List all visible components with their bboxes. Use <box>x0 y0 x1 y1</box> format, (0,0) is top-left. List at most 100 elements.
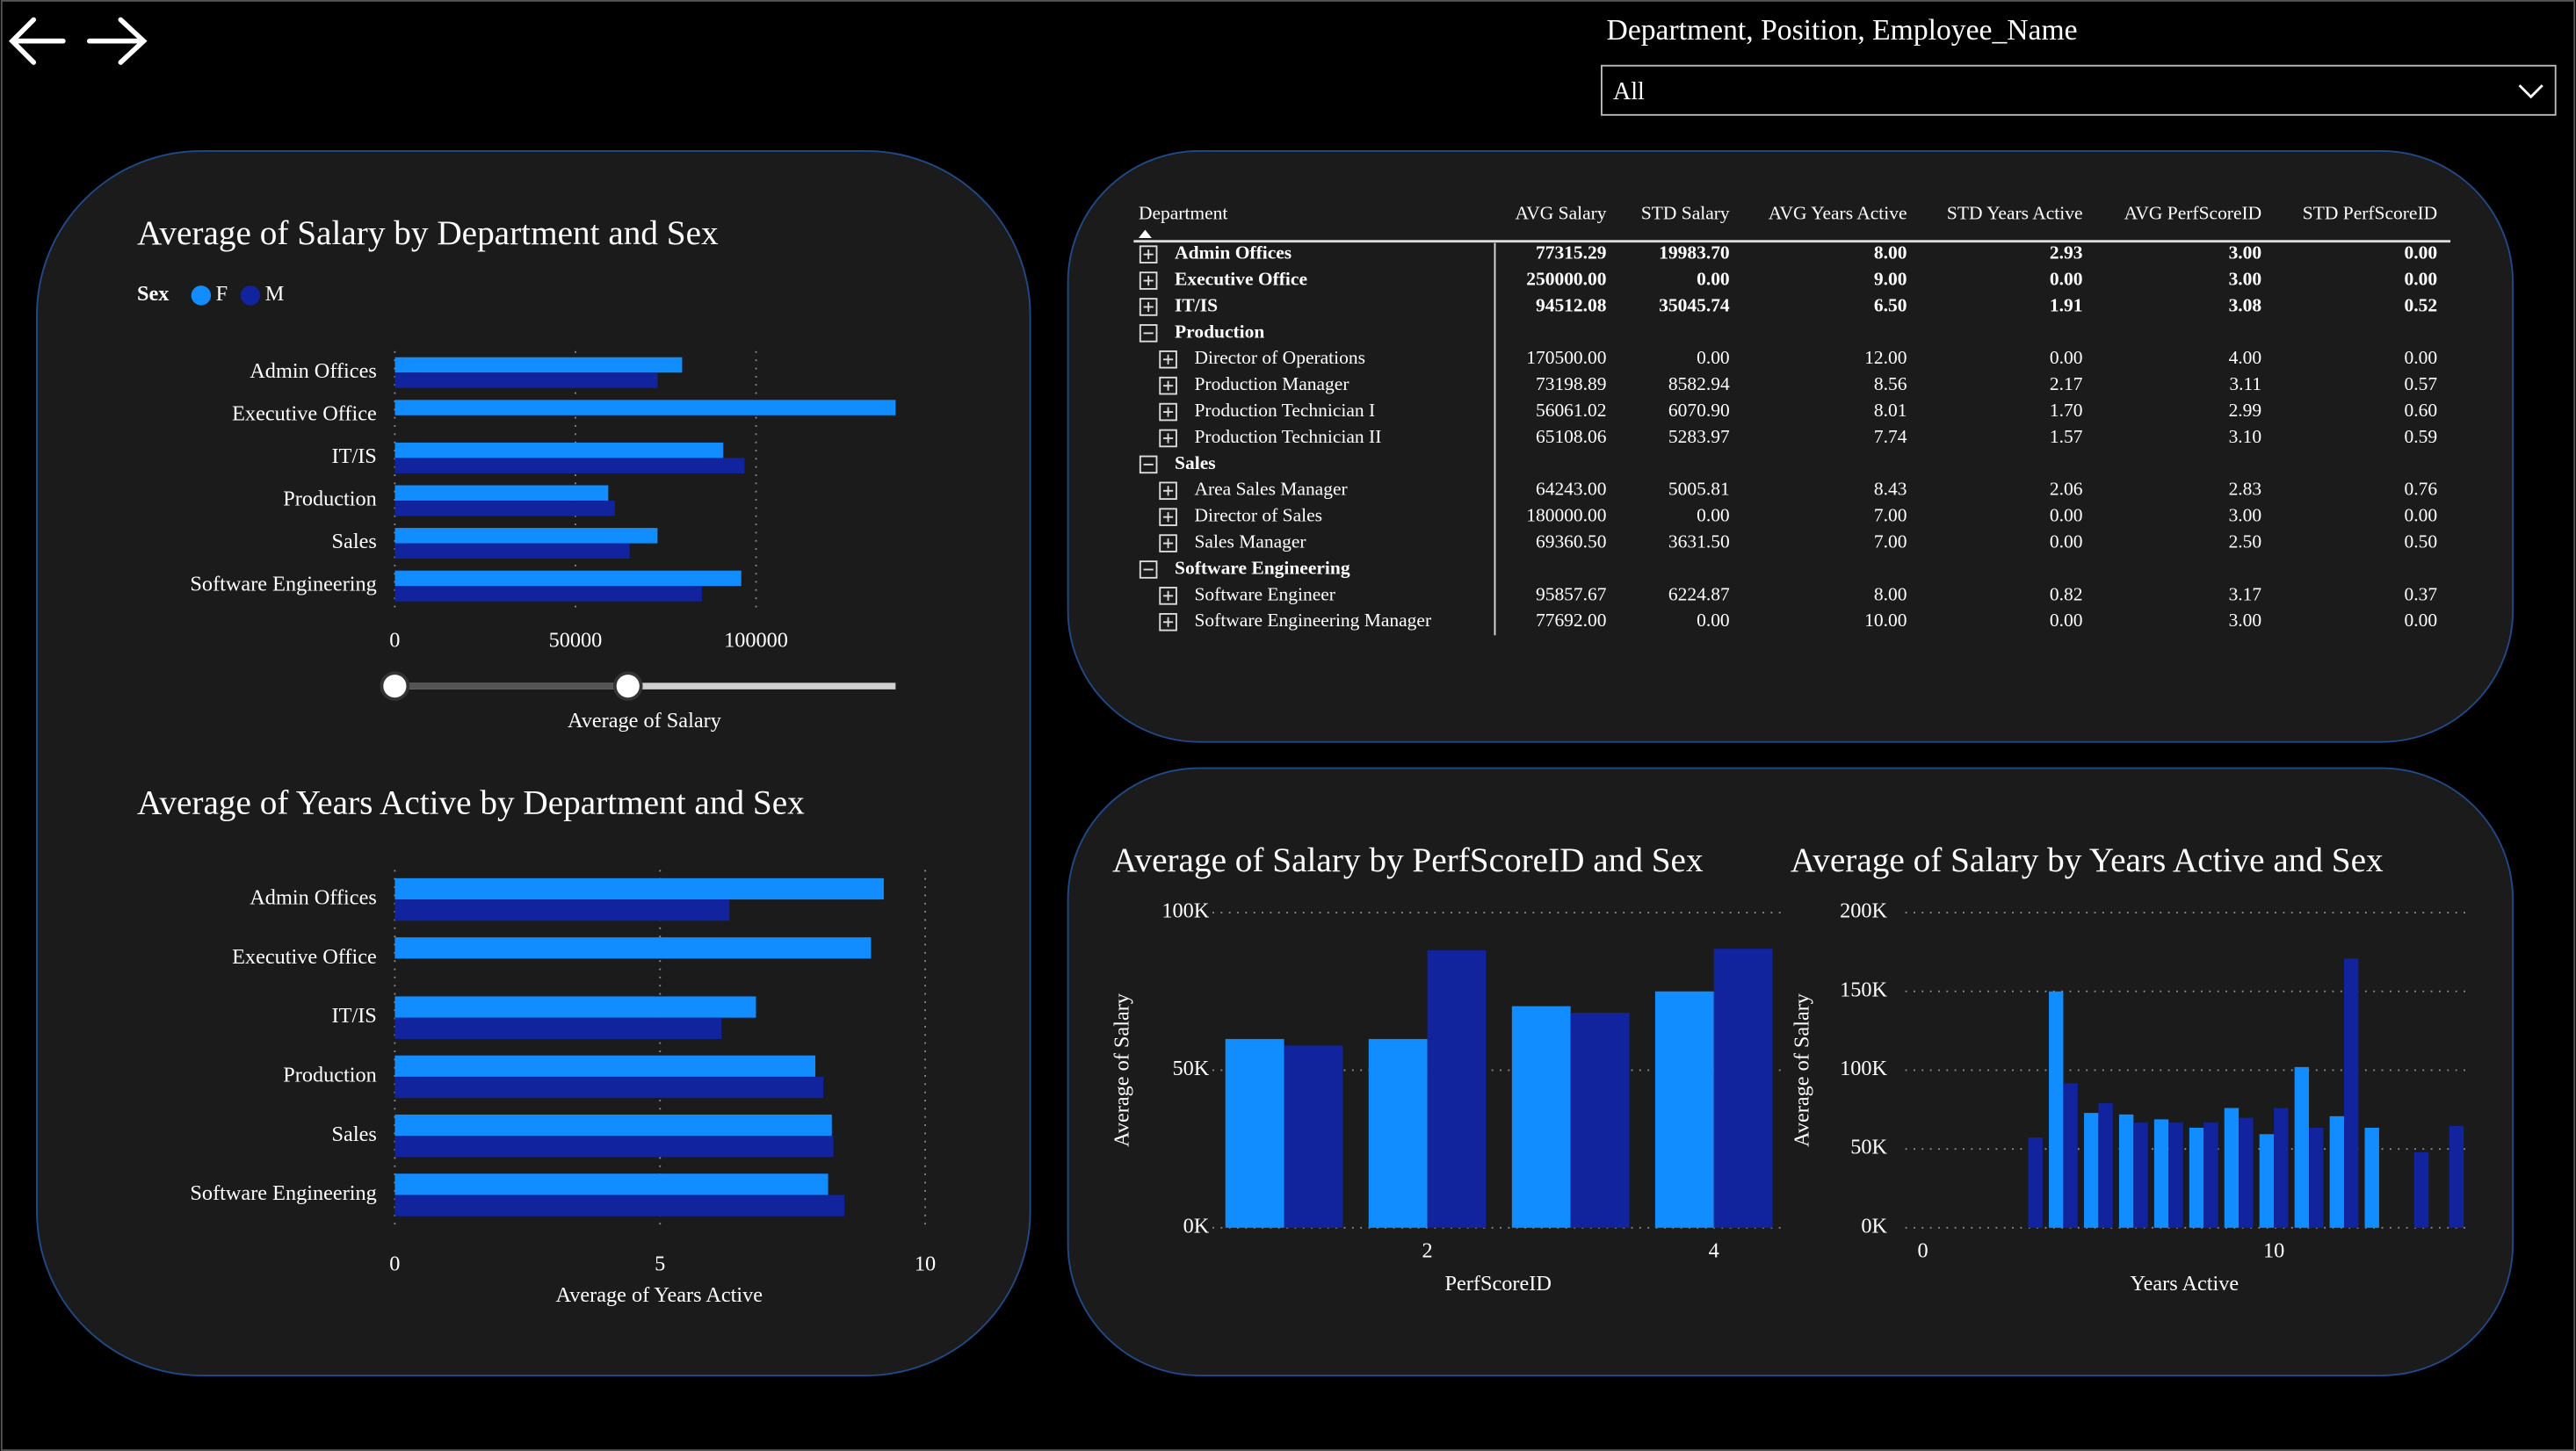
row-label: Production Technician II <box>1194 426 1381 447</box>
column-header: AVG Years Active <box>1769 203 1907 224</box>
bar <box>2028 1137 2043 1228</box>
column-header: AVG PerfScoreID <box>2124 203 2262 224</box>
cell: 3.00 <box>2229 610 2262 631</box>
row-label: Director of Sales <box>1194 505 1322 526</box>
expand-icon[interactable] <box>1139 560 1158 579</box>
slicer-title: Department, Position, Employee_Name <box>1607 14 2078 47</box>
bar <box>394 372 658 388</box>
bar <box>394 899 730 921</box>
row-label: Production <box>1175 321 1264 342</box>
cell: 0.00 <box>2050 531 2083 552</box>
expand-icon[interactable] <box>1159 534 1177 552</box>
cell: 19983.70 <box>1659 242 1730 263</box>
y-tick-label: Executive Office <box>232 945 377 969</box>
forward-button[interactable] <box>86 17 148 65</box>
bar <box>394 1017 722 1039</box>
chart-title: Average of Years Active by Department an… <box>137 784 805 822</box>
x-tick-label: 100000 <box>724 628 788 652</box>
y-tick-label: 0K <box>1861 1214 1887 1238</box>
row-label: Production Manager <box>1194 373 1349 394</box>
expand-icon[interactable] <box>1159 429 1177 448</box>
row-label: IT/IS <box>1175 294 1218 315</box>
bar <box>394 570 742 587</box>
cell: 73198.89 <box>1536 373 1607 394</box>
cell: 5283.97 <box>1668 426 1730 447</box>
expand-icon[interactable] <box>1139 271 1158 290</box>
x-tick-label: 0 <box>389 628 400 652</box>
cell: 0.76 <box>2405 479 2438 500</box>
cell: 4.00 <box>2229 347 2262 368</box>
expand-icon[interactable] <box>1139 245 1158 263</box>
bar <box>2049 991 2064 1228</box>
expand-icon[interactable] <box>1159 481 1177 501</box>
y-tick-label: Software Engineering <box>190 1181 376 1205</box>
cell: 2.99 <box>2229 400 2262 421</box>
cell: 8.00 <box>1874 242 1907 263</box>
cell: 0.00 <box>1697 347 1730 368</box>
cell: 0.50 <box>2405 531 2438 552</box>
bar <box>394 500 615 516</box>
bar <box>394 528 658 544</box>
y-tick-label: 200K <box>1840 899 1887 923</box>
panel <box>1067 149 2514 743</box>
bar <box>2118 1114 2134 1228</box>
expand-icon[interactable] <box>1139 324 1158 343</box>
bar <box>2364 1127 2379 1228</box>
bar <box>394 1173 829 1195</box>
bar <box>394 586 702 602</box>
slicer-chevron[interactable] <box>2518 84 2543 99</box>
bar <box>1570 1013 1630 1228</box>
cell: 0.00 <box>2405 505 2438 526</box>
cell: 3.11 <box>2229 373 2261 394</box>
expand-icon[interactable] <box>1159 587 1177 605</box>
cell: 0.00 <box>1697 610 1730 631</box>
expand-icon[interactable] <box>1159 376 1177 395</box>
bar <box>2063 1083 2078 1228</box>
sort-indicator <box>1138 229 1152 238</box>
cell: 1.91 <box>2050 294 2083 315</box>
cell: 3.00 <box>2229 268 2262 289</box>
bar <box>394 357 683 373</box>
expand-icon[interactable] <box>1139 298 1158 316</box>
bar <box>394 996 756 1018</box>
cell: 170500.00 <box>1526 347 1606 368</box>
bar <box>2189 1127 2204 1228</box>
slider-handle[interactable] <box>612 671 643 701</box>
cell: 0.00 <box>2405 610 2438 631</box>
cell: 56061.02 <box>1536 400 1607 421</box>
cell: 250000.00 <box>1526 268 1606 289</box>
cell: 3.17 <box>2229 583 2262 604</box>
cell: 94512.08 <box>1536 294 1607 315</box>
expand-icon[interactable] <box>1139 455 1158 474</box>
bar <box>394 1195 845 1216</box>
cell: 3631.50 <box>1668 531 1730 552</box>
expand-icon[interactable] <box>1159 402 1177 422</box>
x-axis-title: Average of Years Active <box>555 1283 763 1307</box>
cell: 8.43 <box>1874 479 1907 500</box>
column-header: STD PerfScoreID <box>2303 203 2437 224</box>
bar <box>2259 1134 2275 1228</box>
y-tick-label: IT/IS <box>332 444 377 468</box>
cell: 0.00 <box>2405 347 2438 368</box>
bar <box>394 400 896 415</box>
y-tick-label: Sales <box>332 530 377 553</box>
row-label: Sales Manager <box>1194 531 1306 552</box>
cell: 7.00 <box>1874 531 1907 552</box>
cell: 0.00 <box>2050 610 2083 631</box>
x-tick-label: 0 <box>1918 1238 1928 1262</box>
bar <box>2153 1119 2169 1228</box>
expand-icon[interactable] <box>1159 612 1177 632</box>
slider-handle[interactable] <box>380 671 410 701</box>
slicer-box[interactable] <box>1601 64 2557 116</box>
bar <box>2294 1066 2310 1228</box>
row-label: Admin Offices <box>1175 242 1292 263</box>
expand-icon[interactable] <box>1159 508 1177 526</box>
back-button[interactable] <box>8 17 66 65</box>
y-axis-title: Average of Salary <box>1111 993 1134 1147</box>
bar <box>2274 1108 2289 1228</box>
bar <box>1427 950 1487 1228</box>
cell: 77692.00 <box>1536 610 1607 631</box>
expand-icon[interactable] <box>1159 350 1177 369</box>
